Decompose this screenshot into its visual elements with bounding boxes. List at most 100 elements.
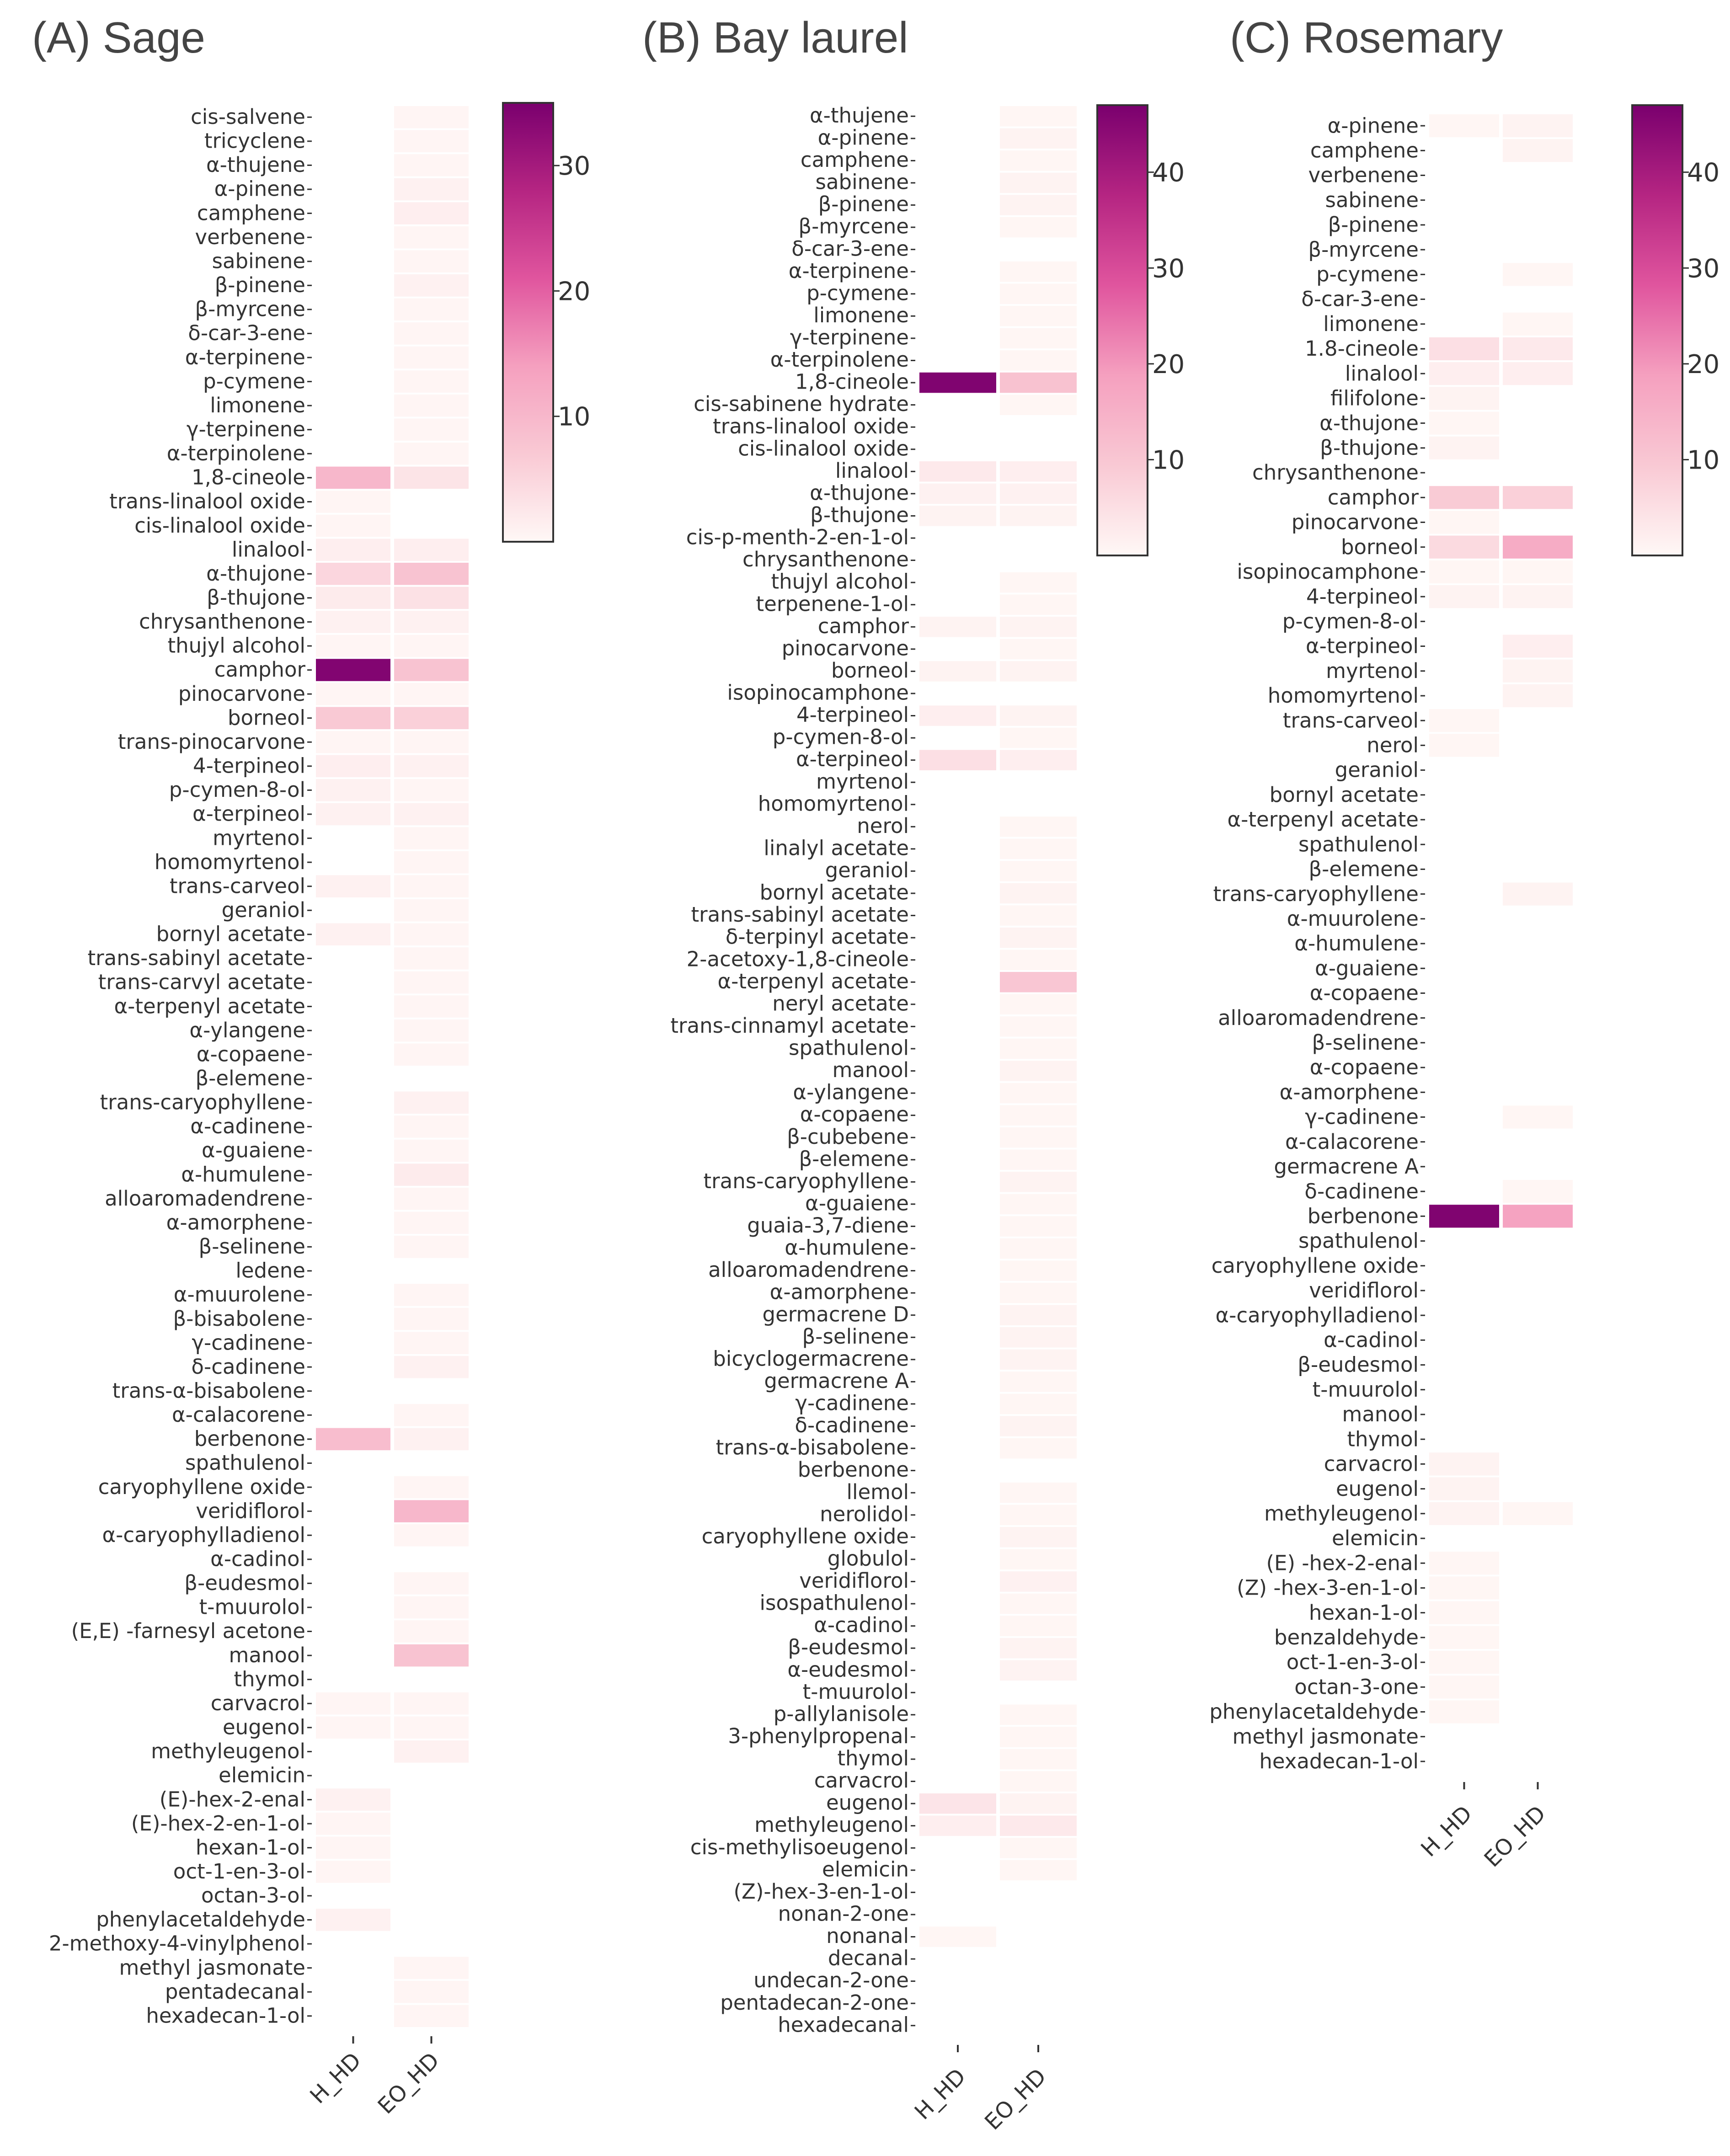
row-label: verbenene <box>1308 163 1419 187</box>
colorbar-tick-label: 20 <box>558 277 590 306</box>
row-label: α-copaene <box>1310 981 1419 1005</box>
row-label: δ-car-3-ene <box>1301 287 1419 311</box>
row-label: caryophyllene oxide <box>1212 1254 1419 1278</box>
heatmap-cell <box>999 1637 1078 1660</box>
heatmap-cell <box>393 1475 470 1500</box>
colorbar-tick-label: 30 <box>558 151 590 181</box>
heatmap-cell <box>999 660 1078 683</box>
row-label: pentadecanal <box>165 1980 305 2004</box>
heatmap-panel-2: (B) Bay laurelα-thujeneα-pinenecamphenes… <box>642 13 1185 2135</box>
row-label: 1.8-cineole <box>1305 336 1419 361</box>
heatmap-cell <box>1428 1575 1500 1601</box>
heatmap-cell <box>393 850 470 875</box>
heatmap-cell <box>1428 534 1500 560</box>
row-label: camphene <box>801 148 909 172</box>
row-label: trans-α-bisabolene <box>112 1378 305 1403</box>
heatmap-cell <box>999 971 1078 993</box>
heatmap-cell <box>1428 510 1500 535</box>
row-label: borneol <box>831 658 909 683</box>
panel-title: (C) Rosemary <box>1230 13 1503 62</box>
heatmap-cell <box>999 1526 1078 1548</box>
heatmap-cell <box>393 1115 470 1139</box>
row-label: 4-terpineol <box>796 703 909 727</box>
colorbar-tick-label: 20 <box>1687 350 1719 379</box>
row-label: sabinene <box>212 249 306 273</box>
row-label: trans-carveol <box>1283 708 1419 732</box>
colorbar-tick-label: 10 <box>1152 445 1185 475</box>
row-label: α-guaiene <box>202 1138 305 1163</box>
row-label: α-ylangene <box>189 1018 305 1042</box>
heatmap-cell <box>1428 584 1500 609</box>
panel-title: (B) Bay laurel <box>642 13 908 62</box>
row-label: β-pinene <box>818 192 909 216</box>
heatmap-cell <box>315 490 391 514</box>
row-label: α-caryophylladienol <box>1216 1303 1419 1327</box>
heatmap-cell <box>315 754 391 779</box>
row-label: (E)-hex-2-en-1-ol <box>131 1811 305 1836</box>
heatmap-cell <box>999 1481 1078 1504</box>
panel-title: (A) Sage <box>32 13 205 62</box>
row-label: carvacrol <box>814 1768 909 1793</box>
heatmap-cell <box>999 704 1078 727</box>
heatmap-cell <box>1428 411 1500 436</box>
row-label: (E) -hex-2-enal <box>1266 1551 1419 1575</box>
heatmap-cell <box>918 615 997 638</box>
row-label: alloaromadendrene <box>708 1258 909 1282</box>
row-label: phenylacetaldehyde <box>1209 1700 1419 1724</box>
row-label: borneol <box>228 705 305 730</box>
heatmap-cell <box>918 1814 997 1837</box>
row-label: nerol <box>1367 733 1419 758</box>
row-label: neryl acetate <box>772 991 909 1015</box>
row-label: camphor <box>1328 485 1419 509</box>
heatmap-cell <box>393 393 470 418</box>
heatmap-cell <box>393 658 470 682</box>
heatmap-cell <box>999 571 1078 594</box>
row-label: octan-3-one <box>1294 1675 1419 1699</box>
heatmap-cell <box>393 1691 470 1716</box>
heatmap-cell <box>315 682 391 706</box>
heatmap-cell <box>999 1437 1078 1460</box>
row-label: sabinene <box>1325 188 1419 212</box>
row-label: α-eudesmol <box>787 1657 909 1681</box>
heatmap-cell <box>999 1836 1078 1859</box>
heatmap-cell <box>393 970 470 995</box>
heatmap-cell <box>315 874 391 898</box>
row-label: pinocarvone <box>178 682 305 706</box>
row-label: methyl jasmonate <box>1233 1724 1419 1749</box>
row-label: (E)-hex-2-enal <box>160 1787 305 1811</box>
heatmap-cell <box>1502 534 1574 560</box>
row-label: δ-car-3-ene <box>188 321 305 345</box>
heatmap-cell <box>999 593 1078 616</box>
colorbar-tick-label: 30 <box>1687 254 1719 283</box>
heatmap-cell <box>315 465 391 490</box>
row-label: α-cadinene <box>190 1114 305 1138</box>
row-label: chrysanthenone <box>742 547 909 571</box>
row-label: llemol <box>846 1480 909 1504</box>
row-label: germacrene A <box>1274 1154 1419 1179</box>
row-label: t-muurolol <box>1313 1377 1419 1402</box>
row-label: γ-cadinene <box>795 1391 909 1415</box>
heatmap-cell <box>1428 1625 1500 1650</box>
heatmap-cell <box>315 1788 391 1812</box>
heatmap-cell <box>999 1748 1078 1771</box>
row-label: manool <box>1342 1402 1419 1426</box>
row-label: α-pinene <box>818 125 909 149</box>
heatmap-cell <box>1502 1501 1574 1526</box>
row-label: (Z) -hex-3-en-1-ol <box>1237 1576 1419 1600</box>
row-label: 2-methoxy-4-vinylphenol <box>49 1932 305 1956</box>
heatmap-cell <box>999 1814 1078 1837</box>
heatmap-cell <box>999 1281 1078 1304</box>
heatmap-cell <box>393 1355 470 1379</box>
row-label: camphene <box>1310 138 1419 162</box>
heatmap-cell <box>393 1283 470 1307</box>
heatmap-cell <box>393 297 470 322</box>
row-label: (E,E) -farnesyl acetone <box>71 1619 305 1643</box>
heatmap-cell <box>393 1138 470 1163</box>
heatmap-cell <box>393 1499 470 1523</box>
row-label: verbenene <box>195 225 305 249</box>
row-label: β-cubebene <box>787 1125 909 1149</box>
row-label: limonene <box>813 303 909 327</box>
colorbar-tick-label: 20 <box>1152 350 1185 379</box>
heatmap-cell <box>393 225 470 250</box>
heatmap-cell <box>393 874 470 898</box>
